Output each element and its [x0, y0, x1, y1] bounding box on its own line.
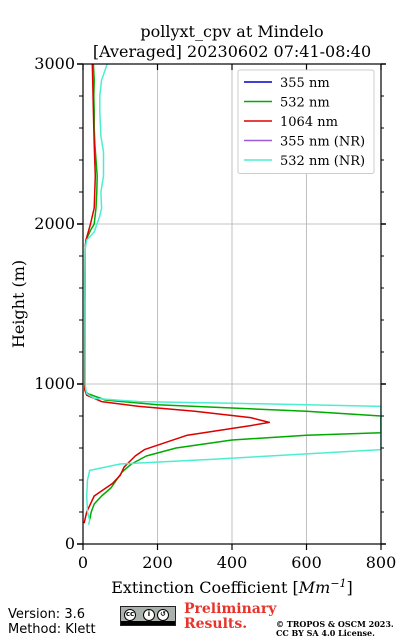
legend: 355 nm 532 nm 1064 nm 355 nm (NR) 532 nm (NR…: [237, 69, 375, 174]
license-line1: © TROPOS & OSCM 2023.: [276, 619, 394, 629]
y-tick-label: 3000: [34, 54, 75, 73]
x-axis-label-end: ]: [347, 578, 353, 597]
chart-subtitle: [Averaged] 20230602 07:41-08:40: [92, 42, 372, 61]
series-line-1064-nm: [83, 64, 271, 524]
badge-strip: [121, 621, 175, 625]
preliminary-notice: Preliminary Results.: [184, 602, 276, 632]
legend-label-1064-nm: 1064 nm: [280, 115, 338, 130]
x-tick-label: 800: [366, 553, 397, 572]
cc-by-sa-icon: cc i ↺: [120, 606, 176, 626]
series-lines: [83, 64, 381, 525]
preliminary-line2: Results.: [184, 616, 248, 632]
legend-label-532-nm: 532 nm: [280, 96, 330, 111]
x-tick-label: 0: [78, 553, 88, 572]
x-axis-label-text: Extinction Coefficient [: [111, 578, 299, 597]
y-tick-label: 2000: [34, 214, 75, 233]
legend-label-355-nm: 355 nm: [280, 76, 330, 91]
x-axis-label-unit: Mm: [298, 578, 331, 597]
license-line2: CC BY SA 4.0 License.: [276, 628, 375, 638]
series-line-532-nm-nr-: [84, 64, 381, 525]
version-text: Version: 3.6: [8, 607, 85, 622]
x-axis-label-exponent: −1: [330, 577, 346, 590]
legend-box: [237, 69, 375, 174]
legend-label-532-nm-nr-: 532 nm (NR): [280, 154, 365, 169]
x-axis-label: Extinction Coefficient [Mm−1]: [111, 577, 353, 597]
sa-share-icon: ↺: [157, 609, 169, 621]
cc-circle-icon: cc: [124, 609, 136, 621]
y-axis-label: Height (m): [9, 260, 28, 348]
x-tick-label: 600: [291, 553, 322, 572]
license-notice: © TROPOS & OSCM 2023. CC BY SA 4.0 Licen…: [276, 620, 394, 638]
chart-title: pollyxt_cpv at Mindelo: [140, 22, 324, 41]
preliminary-line1: Preliminary: [184, 601, 277, 617]
by-person-icon: i: [143, 609, 155, 621]
x-tick-label: 200: [142, 553, 173, 572]
axis-ticks: 0 200 400 600 800 0 1000 2000 3000: [34, 54, 396, 572]
x-tick-label: 400: [217, 553, 248, 572]
method-text: Method: Klett: [8, 622, 96, 637]
legend-label-355-nm-nr-: 355 nm (NR): [280, 135, 365, 150]
y-tick-label: 1000: [34, 374, 75, 393]
y-tick-label: 0: [65, 534, 75, 553]
